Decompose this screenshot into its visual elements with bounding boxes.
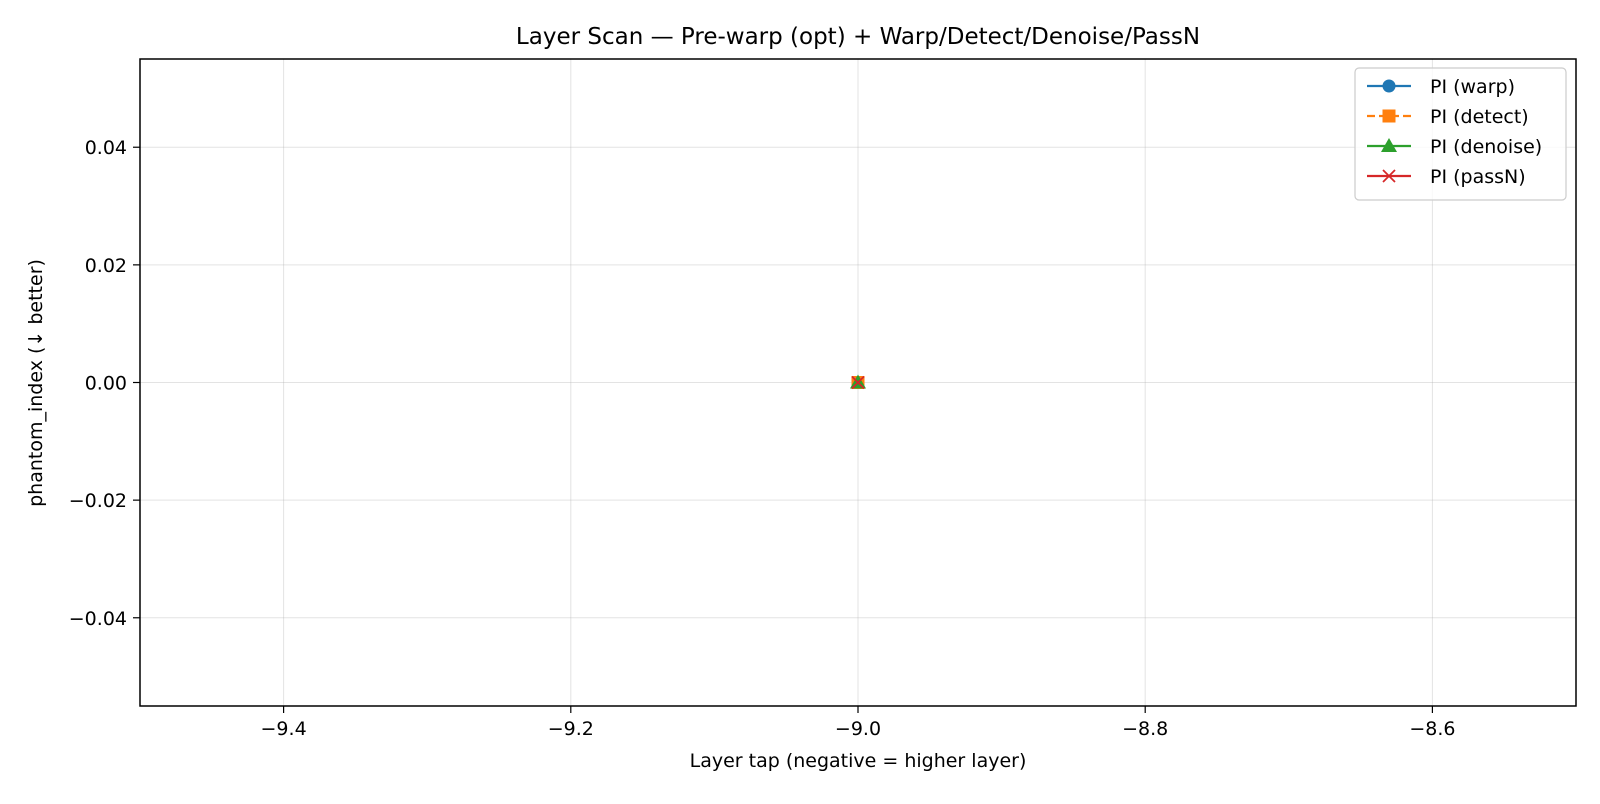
- ticks-layer: −9.4 −9.2 −9.0 −8.8 −8.6 0.04 0.02 0.00 −0.02 −0.…: [69, 137, 1456, 740]
- legend: PI (warp) PI (detect) PI (denoise) PI (pass…: [1354, 67, 1567, 201]
- legend-marker-pi-passn: [1382, 169, 1396, 183]
- legend-label-pi-warp: PI (warp): [1430, 76, 1515, 98]
- legend-marker-pi-denoise: [1381, 138, 1397, 152]
- data-layer: [850, 374, 866, 390]
- x-tick-label: −9.2: [548, 718, 594, 740]
- legend-marker-pi-warp: [1382, 79, 1396, 93]
- y-axis-label: phantom_index (↓ better): [25, 259, 47, 507]
- y-tick-label: 0.00: [85, 373, 127, 395]
- x-axis-label: Layer tap (negative = higher layer): [690, 750, 1027, 772]
- x-tick-label: −8.6: [1409, 718, 1455, 740]
- legend-label-pi-passn: PI (passN): [1430, 166, 1526, 188]
- legend-label-pi-detect: PI (detect): [1430, 106, 1529, 128]
- x-tick-label: −9.0: [835, 718, 881, 740]
- legend-entries: PI (warp) PI (detect) PI (denoise) PI (pass…: [1367, 76, 1542, 188]
- chart-title: Layer Scan — Pre-warp (opt) + Warp/Detec…: [516, 24, 1200, 50]
- y-tick-label: −0.04: [69, 608, 127, 630]
- grid-layer: [140, 59, 1576, 706]
- y-tick-label: −0.02: [69, 490, 127, 512]
- x-marker-stroke: [1382, 169, 1396, 183]
- legend-label-pi-denoise: PI (denoise): [1430, 136, 1542, 158]
- legend-marker-pi-detect: [1382, 109, 1396, 123]
- x-marker-stroke: [851, 375, 865, 390]
- x-tick-label: −8.8: [1122, 718, 1168, 740]
- y-tick-label: 0.04: [85, 137, 127, 159]
- x-tick-label: −9.4: [261, 718, 307, 740]
- legend-frame: [1354, 67, 1567, 201]
- data-point-pi-passn: [851, 375, 865, 390]
- y-tick-label: 0.02: [85, 255, 127, 277]
